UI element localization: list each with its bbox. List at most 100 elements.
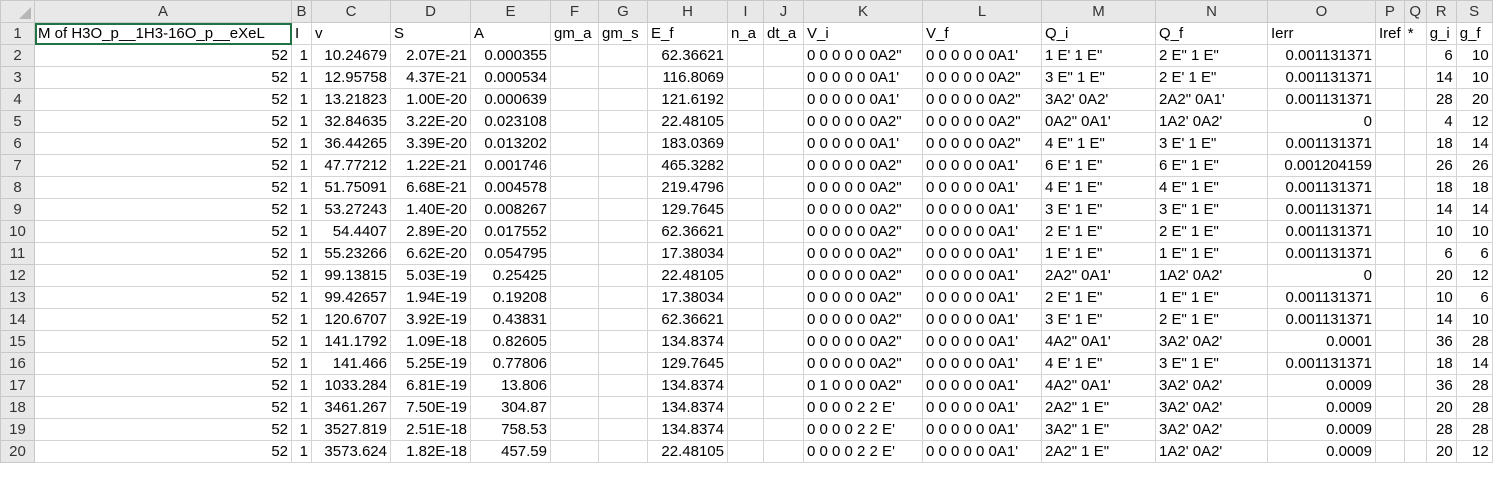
- cell-k1[interactable]: V_i: [803, 22, 923, 45]
- cell-o2[interactable]: 0.001131371: [1267, 44, 1376, 67]
- cell-e12[interactable]: 0.25425: [470, 264, 551, 287]
- cell-j13[interactable]: [763, 286, 804, 309]
- cell-e3[interactable]: 0.000534: [470, 66, 551, 89]
- cell-a15[interactable]: 52: [34, 330, 292, 353]
- cell-s5[interactable]: 12: [1455, 110, 1493, 133]
- cell-e4[interactable]: 0.000639: [470, 88, 551, 111]
- select-all-corner[interactable]: [0, 0, 35, 23]
- cell-g11[interactable]: [598, 242, 648, 265]
- cell-s19[interactable]: 28: [1455, 418, 1493, 441]
- cell-n20[interactable]: 1A2' 0A2': [1155, 440, 1268, 463]
- cell-r6[interactable]: 18: [1425, 132, 1457, 155]
- cell-j18[interactable]: [763, 396, 804, 419]
- column-header-o[interactable]: O: [1267, 0, 1376, 23]
- cell-a2[interactable]: 52: [34, 44, 292, 67]
- row-header[interactable]: 2: [0, 44, 35, 67]
- cell-h1[interactable]: E_f: [647, 22, 728, 45]
- cell-a8[interactable]: 52: [34, 176, 292, 199]
- cell-l17[interactable]: 0 0 0 0 0 0A1': [922, 374, 1042, 397]
- cell-o15[interactable]: 0.0001: [1267, 330, 1376, 353]
- cell-b8[interactable]: 1: [291, 176, 312, 199]
- cell-i8[interactable]: [727, 176, 764, 199]
- cell-p8[interactable]: [1375, 176, 1405, 199]
- cell-i9[interactable]: [727, 198, 764, 221]
- cell-m17[interactable]: 4A2" 0A1': [1041, 374, 1156, 397]
- cell-i19[interactable]: [727, 418, 764, 441]
- cell-n19[interactable]: 3A2' 0A2': [1155, 418, 1268, 441]
- cell-d16[interactable]: 5.25E-19: [390, 352, 471, 375]
- column-header-n[interactable]: N: [1155, 0, 1268, 23]
- cell-l20[interactable]: 0 0 0 0 0 0A1': [922, 440, 1042, 463]
- cell-c14[interactable]: 120.6707: [311, 308, 391, 331]
- cell-d7[interactable]: 1.22E-21: [390, 154, 471, 177]
- cell-f4[interactable]: [550, 88, 599, 111]
- cell-b11[interactable]: 1: [291, 242, 312, 265]
- cell-c4[interactable]: 13.21823: [311, 88, 391, 111]
- cell-f2[interactable]: [550, 44, 599, 67]
- column-header-f[interactable]: F: [550, 0, 599, 23]
- column-header-q[interactable]: Q: [1403, 0, 1427, 23]
- cell-i16[interactable]: [727, 352, 764, 375]
- cell-g7[interactable]: [598, 154, 648, 177]
- cell-i13[interactable]: [727, 286, 764, 309]
- cell-s14[interactable]: 10: [1455, 308, 1493, 331]
- cell-p18[interactable]: [1375, 396, 1405, 419]
- cell-f16[interactable]: [550, 352, 599, 375]
- cell-b19[interactable]: 1: [291, 418, 312, 441]
- row-header[interactable]: 13: [0, 286, 35, 309]
- cell-i18[interactable]: [727, 396, 764, 419]
- cell-f13[interactable]: [550, 286, 599, 309]
- cell-p4[interactable]: [1375, 88, 1405, 111]
- cell-k17[interactable]: 0 1 0 0 0 0A2": [803, 374, 923, 397]
- column-header-j[interactable]: J: [763, 0, 804, 23]
- cell-b15[interactable]: 1: [291, 330, 312, 353]
- cell-s2[interactable]: 10: [1455, 44, 1493, 67]
- cell-j2[interactable]: [763, 44, 804, 67]
- cell-o17[interactable]: 0.0009: [1267, 374, 1376, 397]
- cell-k11[interactable]: 0 0 0 0 0 0A2": [803, 242, 923, 265]
- cell-i1[interactable]: n_a: [727, 22, 764, 45]
- cell-g4[interactable]: [598, 88, 648, 111]
- column-header-h[interactable]: H: [647, 0, 728, 23]
- cell-j3[interactable]: [763, 66, 804, 89]
- cell-f17[interactable]: [550, 374, 599, 397]
- cell-d2[interactable]: 2.07E-21: [390, 44, 471, 67]
- column-header-l[interactable]: L: [922, 0, 1042, 23]
- cell-l3[interactable]: 0 0 0 0 0 0A2": [922, 66, 1042, 89]
- cell-r14[interactable]: 14: [1425, 308, 1457, 331]
- cell-h15[interactable]: 134.8374: [647, 330, 728, 353]
- cell-s12[interactable]: 12: [1455, 264, 1493, 287]
- cell-k13[interactable]: 0 0 0 0 0 0A2": [803, 286, 923, 309]
- cell-k8[interactable]: 0 0 0 0 0 0A2": [803, 176, 923, 199]
- cell-o8[interactable]: 0.001131371: [1267, 176, 1376, 199]
- cell-e19[interactable]: 758.53: [470, 418, 551, 441]
- cell-g1[interactable]: gm_s: [598, 22, 648, 45]
- cell-l10[interactable]: 0 0 0 0 0 0A1': [922, 220, 1042, 243]
- cell-h19[interactable]: 134.8374: [647, 418, 728, 441]
- cell-l13[interactable]: 0 0 0 0 0 0A1': [922, 286, 1042, 309]
- cell-p17[interactable]: [1375, 374, 1405, 397]
- cell-b18[interactable]: 1: [291, 396, 312, 419]
- cell-m12[interactable]: 2A2" 0A1': [1041, 264, 1156, 287]
- cell-s3[interactable]: 10: [1455, 66, 1493, 89]
- cell-q9[interactable]: [1403, 198, 1427, 221]
- cell-s10[interactable]: 10: [1455, 220, 1493, 243]
- row-header[interactable]: 3: [0, 66, 35, 89]
- cell-j19[interactable]: [763, 418, 804, 441]
- cell-j1[interactable]: dt_a: [763, 22, 804, 45]
- cell-p16[interactable]: [1375, 352, 1405, 375]
- cell-c8[interactable]: 51.75091: [311, 176, 391, 199]
- cell-e11[interactable]: 0.054795: [470, 242, 551, 265]
- cell-q6[interactable]: [1403, 132, 1427, 155]
- cell-n10[interactable]: 2 E" 1 E": [1155, 220, 1268, 243]
- cell-g20[interactable]: [598, 440, 648, 463]
- cell-l12[interactable]: 0 0 0 0 0 0A1': [922, 264, 1042, 287]
- cell-a12[interactable]: 52: [34, 264, 292, 287]
- cell-m6[interactable]: 4 E" 1 E": [1041, 132, 1156, 155]
- cell-p7[interactable]: [1375, 154, 1405, 177]
- cell-j8[interactable]: [763, 176, 804, 199]
- cell-i14[interactable]: [727, 308, 764, 331]
- cell-j16[interactable]: [763, 352, 804, 375]
- cell-e10[interactable]: 0.017552: [470, 220, 551, 243]
- cell-l7[interactable]: 0 0 0 0 0 0A1': [922, 154, 1042, 177]
